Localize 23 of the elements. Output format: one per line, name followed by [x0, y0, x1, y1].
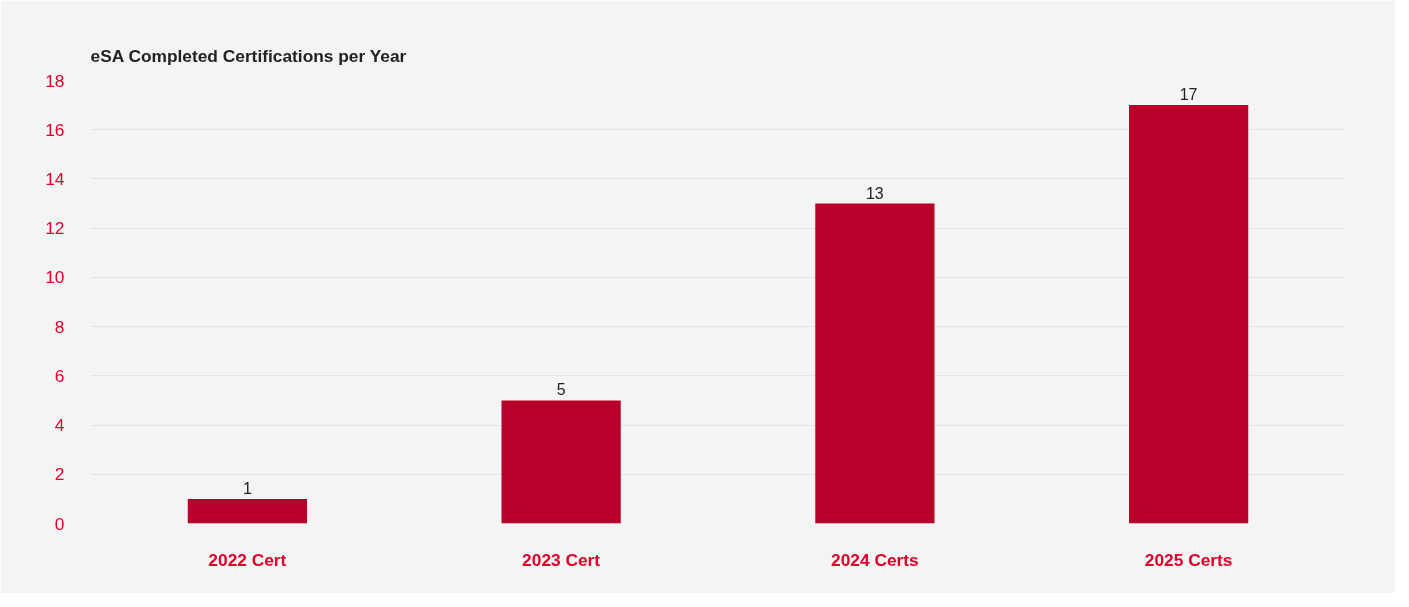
y-tick-label: 10: [45, 267, 65, 288]
y-tick-label: 12: [45, 218, 65, 239]
y-tick-label: 16: [45, 119, 65, 140]
data-label: 5: [556, 381, 566, 399]
chart-title: eSA Completed Certifications per Year: [90, 45, 407, 66]
x-tick-label: 2025 Certs: [1144, 549, 1233, 570]
y-tick-label: 0: [54, 513, 65, 534]
bar: [501, 400, 621, 524]
y-tick-label: 14: [45, 168, 65, 189]
y-tick-label: 2: [54, 464, 65, 485]
data-label: 13: [865, 184, 884, 202]
x-tick-label: 2024 Certs: [831, 549, 919, 570]
bar: [1129, 105, 1249, 524]
x-tick-label: 2022 Cert: [208, 549, 287, 570]
y-tick-label: 6: [54, 365, 65, 386]
bar: [815, 203, 935, 524]
x-tick-label: 2023 Cert: [522, 549, 601, 570]
data-label: 17: [1179, 86, 1198, 104]
y-tick-label: 4: [54, 415, 65, 436]
y-tick-label: 18: [45, 70, 65, 91]
y-tick-label: 8: [54, 316, 65, 337]
data-label: 1: [242, 479, 252, 497]
bar: [187, 498, 307, 524]
